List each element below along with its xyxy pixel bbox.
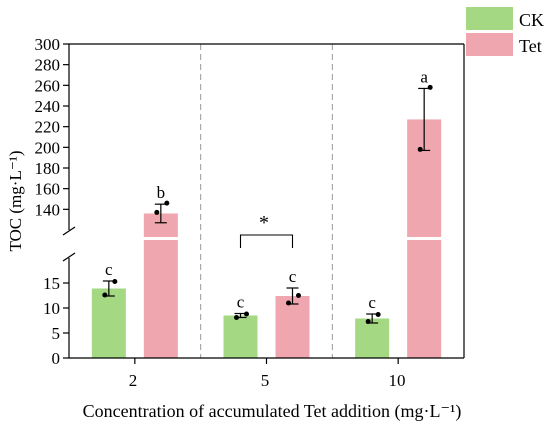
data-point: [296, 293, 301, 298]
y-tick-label: 140: [35, 200, 61, 219]
significance-letter: a: [420, 67, 428, 86]
legend-label-ck: CK: [519, 10, 544, 30]
x-axis-title: Concentration of accumulated Tet additio…: [83, 401, 462, 422]
data-point: [286, 300, 291, 306]
y-axis-title: TOC (mg·L⁻¹): [6, 150, 25, 251]
data-point: [234, 315, 239, 320]
y-tick-label: 180: [35, 159, 61, 178]
significance-star: *: [259, 212, 269, 234]
significance-letter: c: [105, 260, 113, 279]
y-tick-label: 0: [52, 349, 61, 368]
x-tick-label-2: 2: [129, 371, 138, 390]
y-tick-label: 300: [35, 35, 61, 54]
bar-tet-5: [275, 296, 310, 358]
y-tick-label: 220: [35, 118, 61, 137]
legend: CK Tet: [466, 7, 544, 56]
data-point: [244, 311, 249, 317]
data-point: [112, 279, 118, 284]
y-tick-label: 160: [35, 180, 61, 199]
axis-break-mark: [62, 226, 76, 236]
x-tick-label-5: 5: [261, 371, 270, 390]
bar-ck-5: [223, 315, 258, 358]
bar-break-gap: [406, 237, 443, 240]
y-tick-label: 200: [35, 138, 61, 157]
data-point: [375, 312, 381, 317]
y-tick-label: 5: [52, 324, 61, 343]
data-point: [102, 292, 108, 298]
significance-letter: c: [237, 293, 245, 312]
y-tick-label: 280: [35, 56, 61, 75]
y-tick-label: 10: [43, 299, 60, 318]
data-point: [427, 84, 433, 90]
significance-letter: b: [157, 183, 166, 202]
y-tick-label: 260: [35, 76, 61, 95]
x-tick-label-10: 10: [389, 371, 406, 390]
bar-ck-2: [91, 288, 126, 358]
data-point: [365, 319, 371, 324]
data-point: [417, 146, 423, 152]
data-point: [164, 200, 170, 206]
significance-bracket: [239, 234, 294, 248]
legend-swatch-ck: [466, 7, 513, 30]
bar-tet-2: [143, 213, 178, 358]
legend-label-tet: Tet: [519, 36, 542, 56]
bar-break-gap: [142, 237, 179, 240]
significance-letter: c: [368, 293, 376, 312]
bar-ck-10: [355, 318, 390, 358]
data-point: [154, 209, 160, 215]
y-tick-label: 240: [35, 97, 61, 116]
axis-break-mark: [62, 252, 76, 262]
significance-letter: c: [289, 267, 297, 286]
y-tick-label: 15: [43, 274, 60, 293]
legend-swatch-tet: [466, 33, 513, 56]
